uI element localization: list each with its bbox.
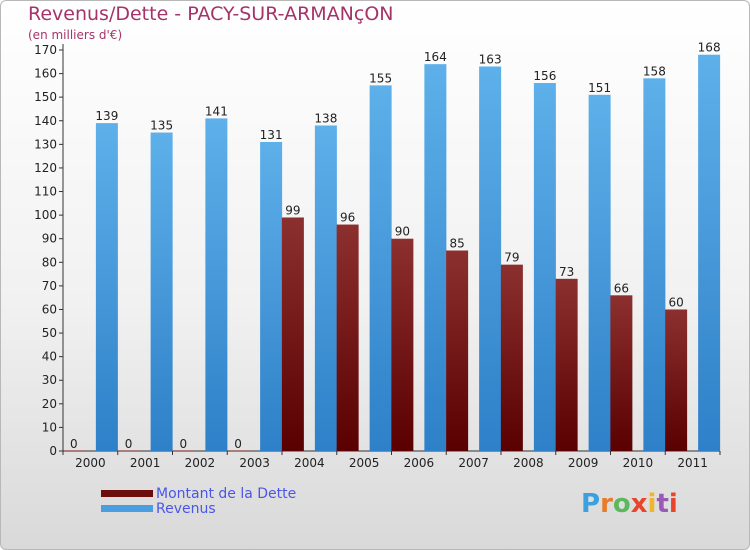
- y-tick-label: 160: [34, 67, 57, 81]
- x-tick-label: 2005: [349, 456, 380, 470]
- x-tick-label: 2007: [458, 456, 489, 470]
- x-tick-label: 2001: [130, 456, 161, 470]
- data-label-revenus: 151: [588, 81, 611, 95]
- bar-revenus: [369, 85, 392, 451]
- bar-dette: [610, 295, 633, 451]
- data-label-dette: 73: [559, 265, 574, 279]
- bar-dette: [172, 450, 195, 451]
- y-tick-label: 120: [34, 161, 57, 175]
- bar-revenus: [479, 66, 502, 451]
- y-tick-label: 90: [42, 232, 57, 246]
- bar-dette: [665, 309, 688, 451]
- bar-revenus: [588, 94, 611, 451]
- y-tick-label: 80: [42, 255, 57, 269]
- bar-revenus: [150, 132, 173, 451]
- bar-dette: [500, 264, 523, 451]
- proxiti-logo: Proxiti: [581, 489, 678, 519]
- y-tick-label: 10: [42, 420, 57, 434]
- data-label-dette: 0: [180, 437, 188, 451]
- logo-letter: o: [612, 489, 631, 519]
- x-tick-label: 2006: [404, 456, 435, 470]
- y-tick-label: 150: [34, 90, 57, 104]
- logo-letter: i: [647, 489, 657, 519]
- bar-dette: [336, 224, 359, 451]
- data-label-dette: 79: [504, 251, 519, 265]
- x-tick-label: 2010: [623, 456, 654, 470]
- x-tick-label: 2011: [677, 456, 708, 470]
- legend-label-revenus: Revenus: [156, 501, 216, 517]
- logo-letter: x: [630, 489, 648, 519]
- x-tick-label: 2000: [75, 456, 106, 470]
- x-tick-label: 2004: [294, 456, 325, 470]
- logo-letter: i: [668, 489, 678, 519]
- bar-dette: [281, 217, 304, 451]
- data-label-dette: 0: [234, 437, 242, 451]
- chart-subtitle: (en milliers d'€): [28, 28, 123, 42]
- data-label-dette: 60: [668, 295, 683, 309]
- legend-label-dette: Montant de la Dette: [156, 486, 297, 502]
- y-tick-label: 50: [42, 326, 57, 340]
- bar-dette: [555, 278, 578, 451]
- data-label-dette: 85: [449, 237, 464, 251]
- data-label-revenus: 138: [314, 111, 337, 125]
- x-tick-label: 2003: [239, 456, 270, 470]
- y-tick-label: 170: [34, 43, 57, 57]
- bar-revenus: [95, 123, 118, 451]
- data-label-revenus: 158: [643, 64, 666, 78]
- y-tick-label: 70: [42, 279, 57, 293]
- chart-title: Revenus/Dette - PACY-SUR-ARMANçON: [28, 3, 394, 25]
- data-label-revenus: 156: [533, 69, 556, 83]
- y-tick-label: 60: [42, 302, 57, 316]
- bar-dette: [391, 238, 414, 451]
- bar-revenus: [205, 118, 228, 451]
- y-tick-label: 130: [34, 137, 57, 151]
- x-tick-label: 2009: [568, 456, 599, 470]
- data-label-revenus: 155: [369, 71, 392, 85]
- legend-swatch-revenus: [101, 505, 153, 512]
- bar-revenus: [424, 64, 447, 451]
- bar-revenus: [533, 83, 556, 451]
- data-label-revenus: 141: [205, 104, 228, 118]
- y-tick-label: 0: [49, 444, 57, 458]
- legend-swatch-dette: [101, 490, 153, 497]
- bar-revenus: [260, 141, 283, 451]
- x-tick-label: 2008: [513, 456, 544, 470]
- bar-dette: [117, 450, 140, 451]
- y-tick-label: 100: [34, 208, 57, 222]
- data-label-dette: 96: [340, 211, 355, 225]
- data-label-dette: 66: [614, 281, 629, 295]
- data-label-revenus: 139: [95, 109, 118, 123]
- data-label-dette: 0: [70, 437, 78, 451]
- data-label-dette: 99: [285, 203, 300, 217]
- logo-letter: r: [600, 489, 613, 519]
- bar-dette: [62, 450, 85, 451]
- y-tick-label: 30: [42, 373, 57, 387]
- x-tick-label: 2002: [185, 456, 216, 470]
- data-label-dette: 0: [125, 437, 133, 451]
- data-label-revenus: 168: [698, 41, 721, 55]
- data-label-revenus: 164: [424, 50, 447, 64]
- data-label-revenus: 131: [260, 128, 283, 142]
- data-label-revenus: 135: [150, 119, 173, 133]
- y-tick-label: 20: [42, 397, 57, 411]
- logo-letter: P: [581, 489, 601, 519]
- bar-revenus: [698, 54, 721, 451]
- bar-revenus: [314, 125, 337, 451]
- logo-letter: t: [656, 489, 669, 519]
- data-label-dette: 90: [395, 225, 410, 239]
- y-tick-label: 40: [42, 350, 57, 364]
- y-tick-label: 140: [34, 114, 57, 128]
- data-label-revenus: 163: [479, 53, 502, 67]
- bar-dette: [227, 450, 250, 451]
- y-tick-label: 110: [34, 185, 57, 199]
- bar-revenus: [643, 78, 666, 452]
- bar-dette: [446, 250, 469, 451]
